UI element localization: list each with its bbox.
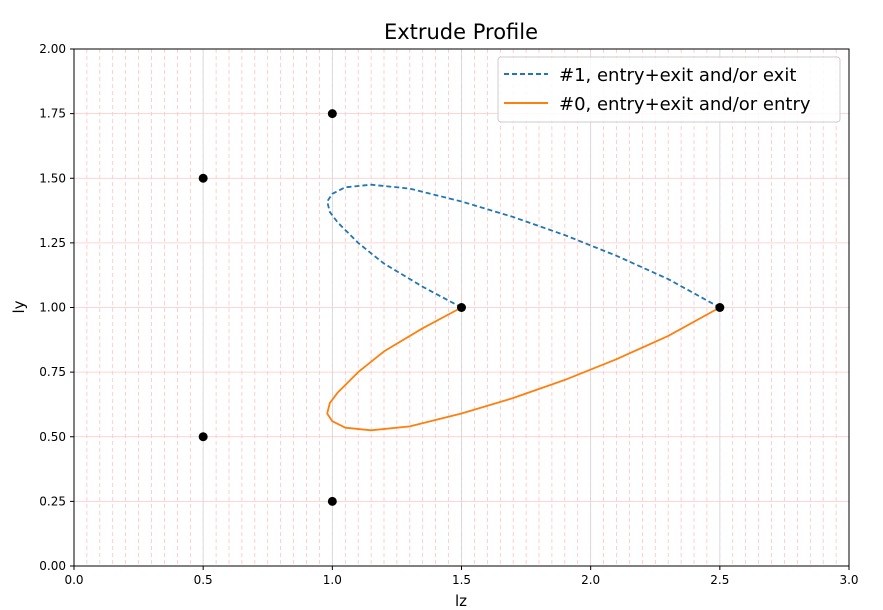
legend-label-series-0: #0, entry+exit and/or entry [559, 94, 811, 115]
chart-title: Extrude Profile [384, 20, 538, 44]
y-tick-label: 1.00 [39, 301, 66, 315]
control-point [198, 173, 208, 183]
x-tick-label: 1.5 [452, 573, 471, 587]
control-point [327, 109, 337, 119]
y-axis-ticks: 0.00 0.25 0.50 0.75 1.00 1.25 1.50 1.75 2.00 [39, 42, 74, 573]
y-tick-label: 1.75 [39, 107, 66, 121]
series-line-1 [326, 306, 721, 432]
y-tick-label: 0.75 [39, 365, 66, 379]
y-tick-label: 0.50 [39, 430, 66, 444]
x-tick-label: 0.0 [64, 573, 83, 587]
series-line-0 [326, 183, 721, 309]
y-tick-label: 0.00 [39, 559, 66, 573]
x-tick-label: 1.0 [323, 573, 342, 587]
control-point [715, 303, 725, 312]
y-tick-label: 1.25 [39, 236, 66, 250]
control-point [198, 432, 208, 442]
x-tick-label: 3.0 [839, 573, 858, 587]
legend-label-series-1: #1, entry+exit and/or exit [559, 65, 796, 86]
x-axis-ticks: 0.0 0.5 1.0 1.5 2.0 2.5 3.0 [64, 566, 859, 587]
x-tick-label: 2.5 [710, 573, 729, 587]
y-tick-label: 0.25 [39, 494, 66, 508]
control-point [327, 496, 337, 506]
x-tick-label: 2.0 [581, 573, 600, 587]
y-axis-label: ly [10, 300, 28, 313]
control-point [457, 303, 466, 312]
x-axis-label: lz [455, 592, 467, 610]
y-tick-label: 2.00 [39, 42, 66, 56]
y-tick-label: 1.50 [39, 171, 66, 185]
series-layer [326, 183, 721, 432]
x-tick-label: 0.5 [194, 573, 213, 587]
legend: #1, entry+exit and/or exit #0, entry+exi… [497, 56, 841, 123]
points-layer [198, 109, 725, 506]
legend-box [497, 56, 841, 123]
